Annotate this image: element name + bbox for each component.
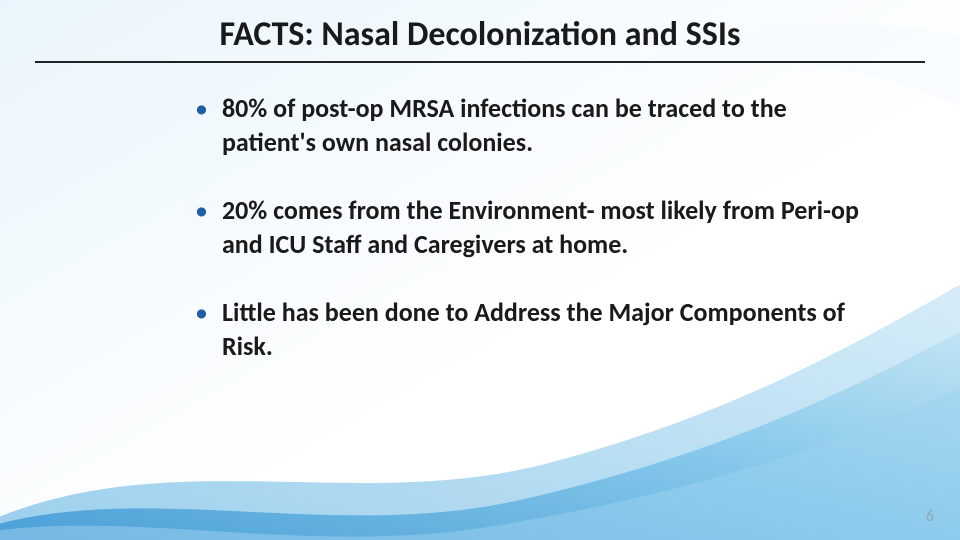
- bullet-list: • 80% of post-op MRSA infections can be …: [195, 91, 875, 363]
- title-region: FACTS: Nasal Decolonization and SSIs: [0, 0, 960, 55]
- bullet-marker-icon: •: [195, 295, 208, 329]
- bullet-marker-icon: •: [195, 193, 208, 227]
- bullet-marker-icon: •: [195, 91, 208, 125]
- bullet-text: Little has been done to Address the Majo…: [222, 295, 875, 363]
- list-item: • 80% of post-op MRSA infections can be …: [195, 91, 875, 159]
- bullet-text: 20% comes from the Environment- most lik…: [222, 193, 875, 261]
- list-item: • 20% comes from the Environment- most l…: [195, 193, 875, 261]
- page-number: 6: [926, 507, 934, 526]
- bullet-text: 80% of post-op MRSA infections can be tr…: [222, 91, 875, 159]
- slide-title: FACTS: Nasal Decolonization and SSIs: [220, 14, 741, 55]
- list-item: • Little has been done to Address the Ma…: [195, 295, 875, 363]
- title-underline: [35, 61, 925, 63]
- slide-content: FACTS: Nasal Decolonization and SSIs • 8…: [0, 0, 960, 540]
